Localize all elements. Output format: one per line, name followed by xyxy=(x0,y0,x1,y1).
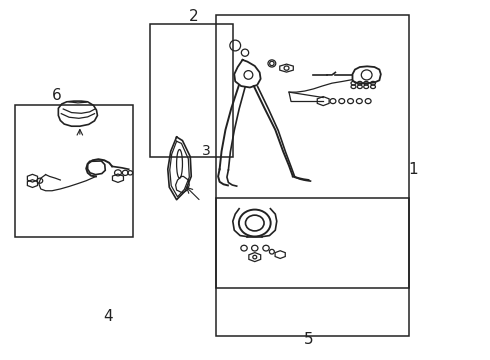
Text: 5: 5 xyxy=(304,332,313,347)
Text: 6: 6 xyxy=(52,88,62,103)
Text: 3: 3 xyxy=(201,144,210,158)
Text: 2: 2 xyxy=(189,9,198,24)
Text: 4: 4 xyxy=(103,309,113,324)
Text: 1: 1 xyxy=(409,162,418,177)
